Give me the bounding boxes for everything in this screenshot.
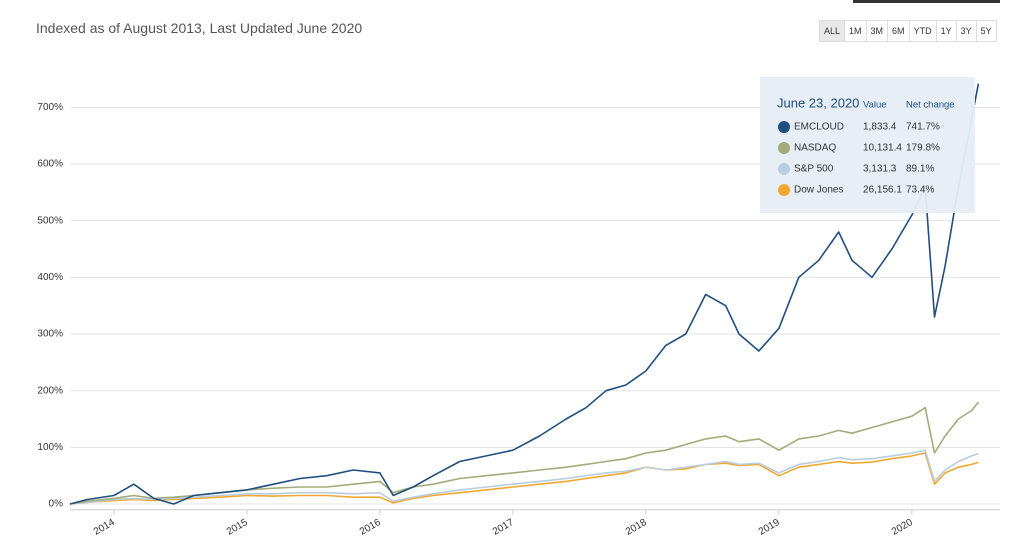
legend-label: Dow Jones: [794, 185, 843, 196]
legend-label: EMCLOUD: [794, 122, 844, 133]
x-tick-label: 2014: [92, 517, 117, 538]
legend-marker: [778, 121, 790, 133]
y-tick-label: 700%: [37, 102, 63, 113]
tooltip-value: 3,131.3: [863, 164, 897, 175]
legend-label: NASDAQ: [794, 143, 836, 154]
range-button[interactable]: 1Y: [936, 21, 957, 41]
legend-marker: [778, 142, 790, 154]
range-button[interactable]: 3M: [866, 21, 889, 41]
tooltip-value: 26,156.1: [863, 185, 902, 196]
tooltip-header: Net change: [906, 100, 955, 111]
legend-marker: [778, 184, 790, 196]
tooltip-value: 10,131.4: [863, 143, 902, 154]
legend-marker: [778, 163, 790, 175]
x-tick-label: 2018: [624, 517, 649, 538]
dropdown-edge: [853, 0, 1000, 3]
tooltip-change: 89.1%: [906, 164, 934, 175]
y-tick-label: 100%: [37, 442, 63, 453]
range-button[interactable]: 6M: [888, 21, 910, 41]
series-line: [69, 452, 979, 505]
tooltip-date: June 23, 2020: [777, 95, 859, 110]
range-button[interactable]: 3Y: [956, 21, 977, 41]
range-button[interactable]: YTD: [909, 21, 937, 41]
tooltip: June 23, 2020 Value Net change EMCLOUD 1,833…: [760, 77, 975, 213]
legend-label: S&P 500: [794, 164, 834, 175]
series-line: [69, 83, 980, 505]
x-tick-label: 2019: [757, 517, 782, 538]
y-tick-label: 0%: [49, 499, 64, 510]
chart-title: Indexed as of August 2013, Last Updated …: [36, 20, 363, 36]
range-button[interactable]: 5Y: [976, 21, 996, 41]
tooltip-change: 179.8%: [906, 143, 940, 154]
tooltip-change: 73.4%: [906, 185, 934, 196]
range-buttons: ALL 1M 3M 6M YTD 1Y 3Y 5Y: [819, 20, 997, 42]
tooltip-box: [760, 77, 975, 213]
y-tick-label: 500%: [37, 215, 63, 226]
tooltip-change: 741.7%: [906, 122, 940, 133]
series-line: [69, 401, 980, 505]
y-tick-label: 300%: [37, 329, 63, 340]
y-tick-label: 400%: [37, 272, 63, 283]
tooltip-value: 1,833.4: [863, 122, 897, 133]
x-tick-label: 2017: [491, 517, 516, 538]
x-tick-label: 2015: [225, 517, 250, 538]
range-button[interactable]: 1M: [845, 21, 867, 41]
series-line: [69, 449, 979, 505]
y-tick-label: 600%: [37, 159, 63, 170]
range-button[interactable]: ALL: [820, 21, 846, 41]
x-tick-label: 2016: [358, 517, 383, 538]
x-tick-label: 2020: [890, 517, 915, 538]
tooltip-header: Value: [863, 100, 887, 111]
y-tick-label: 200%: [37, 385, 63, 396]
